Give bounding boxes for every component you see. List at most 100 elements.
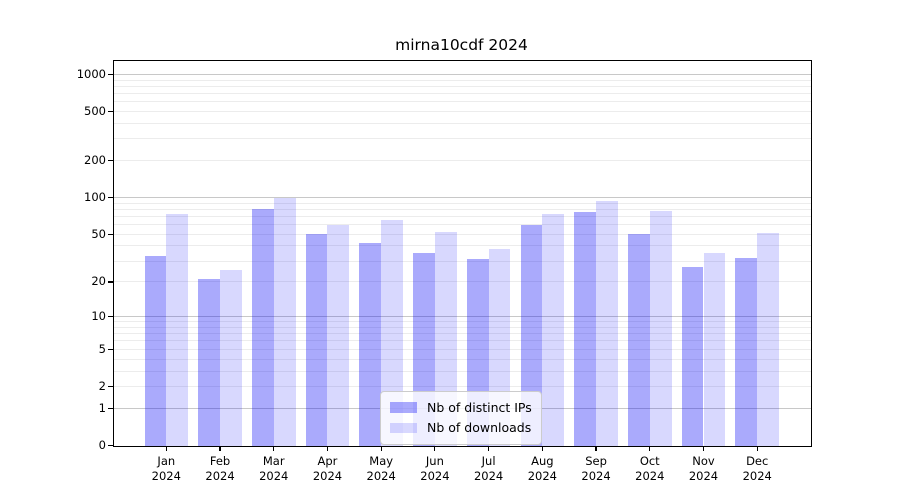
gridline-minor-60 xyxy=(114,224,811,226)
gridline-major-10 xyxy=(114,316,811,318)
y-tick-label-20: 20 xyxy=(91,274,106,289)
x-tick-label-jun: Jun 2024 xyxy=(420,453,450,483)
gridline-minor-4 xyxy=(114,358,811,360)
bar-downloads-nov xyxy=(703,253,726,446)
y-tick-100 xyxy=(108,196,114,199)
gridline-minor-70 xyxy=(114,215,811,217)
gridline-minor-500 xyxy=(114,111,811,113)
y-tick-label-10: 10 xyxy=(91,309,106,324)
bar-ips-nov xyxy=(681,266,704,446)
bar-ips-aug xyxy=(520,224,543,446)
x-tick-jun xyxy=(434,445,436,451)
x-tick-label-feb: Feb 2024 xyxy=(205,453,235,483)
gridline-minor-800 xyxy=(114,85,811,87)
y-tick-label-5: 5 xyxy=(98,341,106,356)
x-tick-dec xyxy=(756,445,758,451)
legend-swatch-distinct-ips xyxy=(390,402,417,413)
legend-swatch-downloads xyxy=(390,422,417,433)
x-tick-label-apr: Apr 2024 xyxy=(312,453,343,483)
y-tick-label-0: 0 xyxy=(98,438,106,452)
bar-downloads-mar xyxy=(273,197,296,446)
bar-ips-jan xyxy=(144,256,167,446)
bar-ips-oct xyxy=(627,234,650,446)
gridline-minor-80 xyxy=(114,208,811,210)
y-tick-label-100: 100 xyxy=(84,190,106,205)
plot-area: Dec 2024 Nov 2024 Oct 2024 Sep 2024 Aug 2024… xyxy=(77,60,812,483)
gridline-minor-90 xyxy=(114,202,811,204)
y-tick-label-50: 50 xyxy=(91,226,106,241)
legend-label-downloads: Nb of downloads xyxy=(427,420,532,436)
bar-downloads-dec xyxy=(757,233,780,446)
bar-ips-mar xyxy=(251,209,274,446)
y-tick-label-1: 1 xyxy=(98,400,106,415)
x-tick-mar xyxy=(273,445,275,451)
x-tick-apr xyxy=(326,445,329,451)
y-tick-1 xyxy=(108,407,114,409)
x-tick-label-jan: Jan 2024 xyxy=(151,453,181,483)
x-tick-label-dec: Dec 2024 xyxy=(742,453,772,483)
gridline-minor-20 xyxy=(114,281,811,283)
gridline-minor-400 xyxy=(114,122,811,124)
y-tick-2 xyxy=(108,385,114,388)
legend-entry-distinct-ips: Nb of distinct IPs xyxy=(390,397,535,418)
x-tick-label-may: May 2024 xyxy=(366,453,396,483)
x-tick-jul xyxy=(488,445,490,451)
bar-downloads-aug xyxy=(542,213,565,446)
gridline-minor-40 xyxy=(114,245,811,247)
bar-ips-apr xyxy=(305,234,328,446)
gridline-minor-200 xyxy=(114,160,811,162)
y-tick-20 xyxy=(108,281,114,283)
gridline-major-100 xyxy=(114,197,811,199)
bar-ips-feb xyxy=(198,279,221,446)
x-tick-sep xyxy=(595,445,597,451)
x-tick-label-sep: Sep 2024 xyxy=(581,453,611,483)
x-tick-label-oct: Oct 2024 xyxy=(635,453,665,483)
gridline-minor-300 xyxy=(114,138,811,140)
gridline-minor-700 xyxy=(114,92,811,94)
x-tick-feb xyxy=(219,445,221,451)
bar-downloads-jan xyxy=(166,213,189,446)
gridline-minor-7 xyxy=(114,333,811,335)
legend-label-distinct-ips: Nb of distinct IPs xyxy=(427,399,532,415)
gridline-minor-9 xyxy=(114,321,811,323)
legend-entry-downloads: Nb of downloads xyxy=(390,418,535,439)
y-tick-label-1000: 1000 xyxy=(76,66,106,81)
y-tick-10 xyxy=(108,316,114,318)
x-tick-may xyxy=(380,445,382,451)
bar-downloads-may xyxy=(381,220,403,446)
y-tick-0 xyxy=(108,444,114,447)
y-tick-1000 xyxy=(108,73,114,75)
gridline-minor-900 xyxy=(114,79,811,81)
bar-ips-may xyxy=(359,243,382,446)
gridline-minor-5 xyxy=(114,348,811,350)
x-tick-label-aug: Aug 2024 xyxy=(527,453,557,483)
y-tick-label-500: 500 xyxy=(84,104,106,119)
chart-title: mirna10cdf 2024 xyxy=(395,36,528,54)
gridline-minor-50 xyxy=(114,233,811,235)
x-tick-label-nov: Nov 2024 xyxy=(688,453,719,483)
bar-downloads-sep xyxy=(596,201,618,446)
x-tick-oct xyxy=(649,445,651,451)
gridline-minor-6 xyxy=(114,340,811,342)
x-tick-label-jul: Jul 2024 xyxy=(473,453,504,483)
gridline-minor-2 xyxy=(114,385,811,387)
x-tick-label-mar: Mar 2024 xyxy=(259,453,289,483)
bar-downloads-apr xyxy=(327,224,350,446)
y-tick-5 xyxy=(108,348,114,350)
bar-downloads-feb xyxy=(220,270,242,446)
gridline-minor-3 xyxy=(114,370,811,372)
bar-downloads-oct xyxy=(649,210,672,446)
x-tick-nov xyxy=(702,445,705,451)
legend: Nb of distinct IPs Nb of downloads xyxy=(380,391,542,445)
y-tick-label-200: 200 xyxy=(84,153,106,168)
bar-ips-sep xyxy=(574,212,597,446)
gridline-minor-600 xyxy=(114,101,811,103)
x-tick-jan xyxy=(165,445,167,451)
bar-ips-dec xyxy=(735,257,758,446)
gridline-minor-8 xyxy=(114,326,811,328)
y-tick-50 xyxy=(108,233,114,235)
y-tick-500 xyxy=(108,110,114,113)
gridline-minor-30 xyxy=(114,260,811,262)
x-tick-aug xyxy=(541,445,543,451)
